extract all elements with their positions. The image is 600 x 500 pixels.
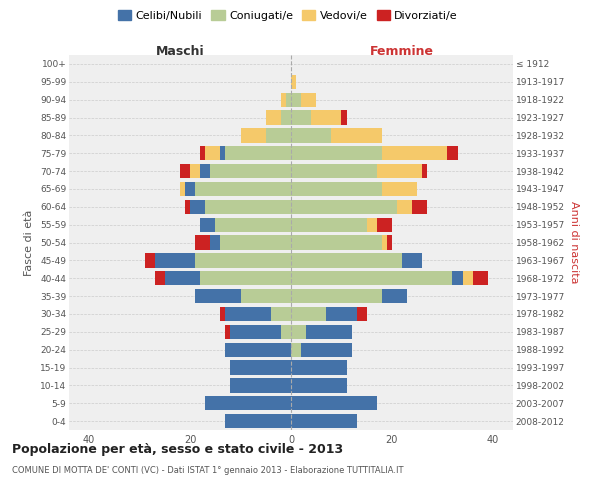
Text: Popolazione per età, sesso e stato civile - 2013: Popolazione per età, sesso e stato civil… bbox=[12, 442, 343, 456]
Bar bbox=[377, 164, 422, 178]
Bar bbox=[200, 218, 215, 232]
Bar bbox=[195, 236, 210, 250]
Bar bbox=[452, 271, 463, 285]
Bar bbox=[226, 146, 291, 160]
Bar bbox=[190, 200, 205, 214]
Bar bbox=[301, 342, 352, 357]
Bar bbox=[220, 307, 226, 321]
Bar bbox=[205, 146, 220, 160]
Bar bbox=[155, 253, 195, 268]
Bar bbox=[291, 396, 377, 410]
Bar bbox=[291, 271, 452, 285]
Bar bbox=[226, 342, 291, 357]
Bar bbox=[241, 128, 266, 142]
Bar bbox=[291, 324, 306, 339]
Bar bbox=[463, 271, 473, 285]
Bar bbox=[402, 253, 422, 268]
Legend: Celibi/Nubili, Coniugati/e, Vedovi/e, Divorziati/e: Celibi/Nubili, Coniugati/e, Vedovi/e, Di… bbox=[113, 6, 463, 25]
Bar bbox=[165, 271, 200, 285]
Bar bbox=[230, 378, 291, 392]
Bar bbox=[291, 182, 382, 196]
Bar bbox=[195, 253, 291, 268]
Bar bbox=[200, 146, 205, 160]
Bar bbox=[382, 236, 387, 250]
Bar bbox=[205, 396, 291, 410]
Bar bbox=[291, 236, 382, 250]
Bar bbox=[226, 414, 291, 428]
Bar bbox=[382, 146, 448, 160]
Bar bbox=[230, 324, 281, 339]
Bar bbox=[220, 236, 291, 250]
Bar bbox=[291, 253, 402, 268]
Bar bbox=[200, 271, 291, 285]
Bar bbox=[291, 218, 367, 232]
Bar bbox=[205, 200, 291, 214]
Bar bbox=[291, 128, 331, 142]
Y-axis label: Fasce di età: Fasce di età bbox=[25, 210, 34, 276]
Bar bbox=[281, 92, 286, 107]
Bar bbox=[291, 74, 296, 89]
Bar bbox=[367, 218, 377, 232]
Bar bbox=[448, 146, 458, 160]
Text: COMUNE DI MOTTA DE' CONTI (VC) - Dati ISTAT 1° gennaio 2013 - Elaborazione TUTTI: COMUNE DI MOTTA DE' CONTI (VC) - Dati IS… bbox=[12, 466, 404, 475]
Bar bbox=[286, 92, 291, 107]
Bar bbox=[291, 307, 326, 321]
Bar bbox=[190, 164, 200, 178]
Bar bbox=[422, 164, 427, 178]
Bar bbox=[301, 92, 316, 107]
Bar bbox=[291, 289, 382, 303]
Bar bbox=[266, 128, 291, 142]
Bar bbox=[241, 289, 291, 303]
Bar bbox=[291, 414, 356, 428]
Bar bbox=[356, 307, 367, 321]
Bar bbox=[291, 92, 301, 107]
Bar bbox=[473, 271, 488, 285]
Bar bbox=[291, 110, 311, 124]
Bar bbox=[341, 110, 347, 124]
Bar bbox=[306, 324, 352, 339]
Bar bbox=[195, 182, 291, 196]
Bar bbox=[291, 146, 382, 160]
Bar bbox=[326, 307, 356, 321]
Bar bbox=[281, 324, 291, 339]
Bar bbox=[145, 253, 155, 268]
Bar bbox=[382, 182, 417, 196]
Bar bbox=[291, 200, 397, 214]
Bar bbox=[210, 236, 220, 250]
Text: Maschi: Maschi bbox=[155, 45, 205, 58]
Bar bbox=[291, 342, 301, 357]
Bar bbox=[215, 218, 291, 232]
Bar bbox=[230, 360, 291, 374]
Bar bbox=[311, 110, 341, 124]
Bar bbox=[412, 200, 427, 214]
Bar bbox=[291, 360, 347, 374]
Bar bbox=[155, 271, 165, 285]
Bar bbox=[180, 182, 185, 196]
Bar bbox=[271, 307, 291, 321]
Bar bbox=[220, 146, 226, 160]
Bar bbox=[180, 164, 190, 178]
Bar bbox=[331, 128, 382, 142]
Bar bbox=[281, 110, 291, 124]
Bar bbox=[397, 200, 412, 214]
Bar bbox=[387, 236, 392, 250]
Bar bbox=[210, 164, 291, 178]
Bar bbox=[291, 164, 377, 178]
Text: Femmine: Femmine bbox=[370, 45, 434, 58]
Y-axis label: Anni di nascita: Anni di nascita bbox=[569, 201, 579, 284]
Bar bbox=[226, 324, 230, 339]
Bar bbox=[291, 378, 347, 392]
Bar bbox=[226, 307, 271, 321]
Bar bbox=[185, 182, 195, 196]
Bar bbox=[377, 218, 392, 232]
Bar bbox=[185, 200, 190, 214]
Bar bbox=[195, 289, 241, 303]
Bar bbox=[266, 110, 281, 124]
Bar bbox=[200, 164, 210, 178]
Bar bbox=[382, 289, 407, 303]
